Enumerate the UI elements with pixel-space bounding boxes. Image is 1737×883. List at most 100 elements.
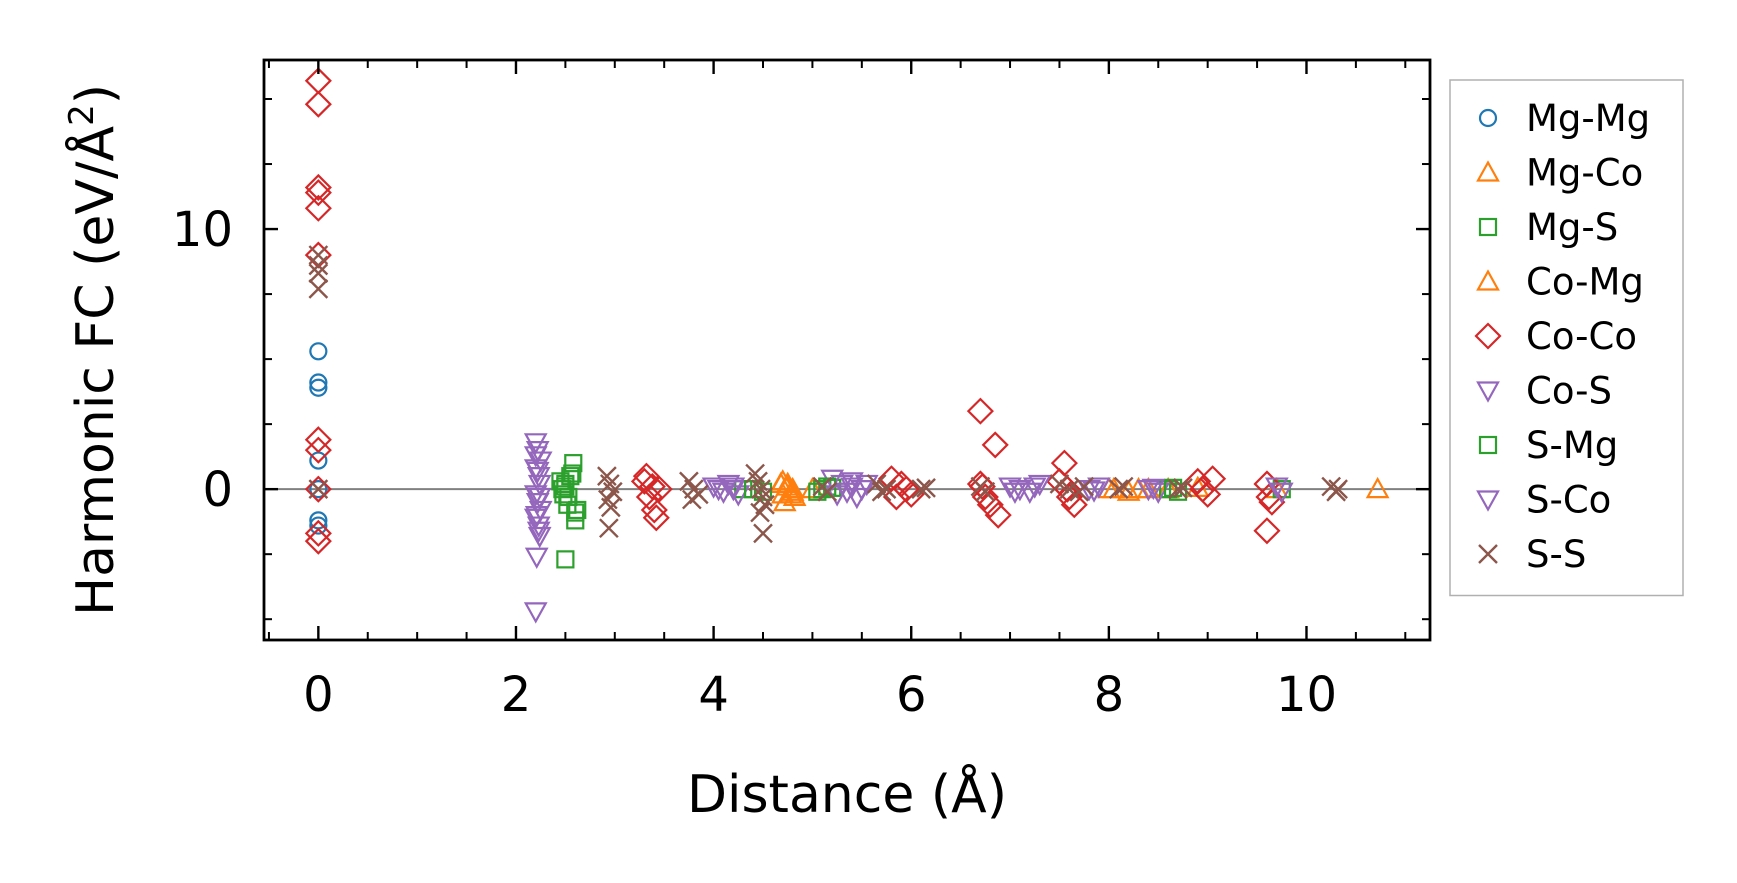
data-point <box>527 526 552 549</box>
data-point <box>1146 482 1171 505</box>
data-point <box>1003 482 1027 505</box>
data-point <box>1113 476 1134 497</box>
data-point <box>304 519 332 547</box>
legend-marker <box>1476 160 1500 182</box>
data-point <box>524 547 549 570</box>
data-point <box>751 479 771 499</box>
data-point <box>309 378 328 397</box>
legend-marker <box>1474 322 1502 350</box>
data-point <box>1136 480 1161 502</box>
data-point <box>849 480 874 502</box>
data-point <box>642 504 670 532</box>
data-point <box>876 479 897 499</box>
series-s-mg <box>556 464 1183 522</box>
data-point <box>1194 480 1222 508</box>
data-point <box>304 475 332 503</box>
legend-item: Co-S <box>1476 370 1612 413</box>
data-point <box>304 436 332 464</box>
data-point <box>526 521 551 544</box>
data-point <box>1173 477 1193 498</box>
data-point <box>1159 480 1178 499</box>
data-point <box>1008 480 1032 502</box>
legend-item: Co-Mg <box>1476 261 1644 304</box>
legend-label: Mg-Co <box>1526 152 1643 195</box>
legend-label: S-Co <box>1526 479 1611 522</box>
data-point <box>526 516 551 538</box>
data-point <box>721 477 746 499</box>
data-point <box>523 446 548 468</box>
data-point <box>984 501 1012 529</box>
data-point <box>600 497 621 518</box>
axes: 0 2 4 6 8 10 0 10 Distance (Å) Harmonic FC (eV/Å2… <box>62 58 1432 825</box>
data-point <box>1163 478 1183 497</box>
data-point <box>308 479 329 499</box>
y-tick-label: 0 <box>202 462 233 518</box>
data-point <box>706 480 731 502</box>
data-point <box>527 487 552 510</box>
legend-label: Mg-S <box>1526 206 1618 249</box>
data-point <box>1253 517 1281 545</box>
y-axis-label: Harmonic FC (eV/Å2) <box>62 84 126 616</box>
data-point <box>770 482 795 504</box>
legend-item: S-S <box>1478 533 1586 576</box>
data-point <box>308 255 329 276</box>
data-point <box>750 502 770 523</box>
data-point <box>645 475 673 503</box>
data-point <box>523 602 548 624</box>
legend-item: Mg-Co <box>1476 152 1643 195</box>
data-point <box>800 476 825 499</box>
data-point <box>309 342 328 361</box>
data-point <box>1108 479 1129 499</box>
legend-label: Mg-Mg <box>1526 97 1650 140</box>
data-point <box>820 469 845 492</box>
legend-marker <box>1476 269 1500 291</box>
data-point <box>599 518 619 539</box>
data-point <box>780 479 805 501</box>
series-s-s <box>308 245 1348 544</box>
legend-item: Mg-S <box>1478 206 1618 249</box>
data-point <box>911 479 931 499</box>
x-tick-label: 4 <box>698 667 729 723</box>
data-point <box>1022 477 1047 499</box>
legend-marker <box>1478 108 1498 128</box>
x-tick-label: 10 <box>1276 667 1337 723</box>
x-tick-label: 6 <box>896 667 927 723</box>
legend-marker <box>1478 435 1498 455</box>
legend-item: S-Mg <box>1478 424 1618 467</box>
series-mg-mg <box>309 342 328 535</box>
data-point <box>309 480 328 499</box>
data-point <box>523 485 548 507</box>
data-point <box>1017 482 1042 505</box>
plot-background <box>264 60 1430 640</box>
data-point <box>1328 479 1348 499</box>
data-point <box>525 461 550 484</box>
data-point <box>309 373 328 392</box>
data-point <box>304 90 332 118</box>
legend-item: S-Co <box>1476 479 1611 522</box>
axes-frame <box>262 58 1432 642</box>
data-point <box>753 487 773 507</box>
data-point <box>1269 482 1294 505</box>
data-point <box>753 523 773 544</box>
data-point <box>564 454 583 473</box>
legend-label: S-S <box>1526 533 1586 576</box>
series-s-co <box>523 446 1166 544</box>
data-point <box>1141 478 1166 501</box>
data-point <box>968 472 996 501</box>
data-point <box>772 489 797 512</box>
data-point <box>304 179 332 207</box>
data-point <box>840 472 864 494</box>
x-axis-label: Distance (Å) <box>687 763 1007 825</box>
data-point <box>721 480 746 502</box>
data-point <box>682 489 702 510</box>
data-point <box>556 550 575 569</box>
data-point <box>976 491 1004 519</box>
x-tick-label: 2 <box>501 667 532 723</box>
data-point <box>1365 476 1390 499</box>
data-point <box>523 433 548 455</box>
data-point <box>563 464 582 483</box>
data-point <box>304 194 332 222</box>
legend-marker <box>1476 381 1500 403</box>
legend-label: S-Mg <box>1526 424 1618 467</box>
